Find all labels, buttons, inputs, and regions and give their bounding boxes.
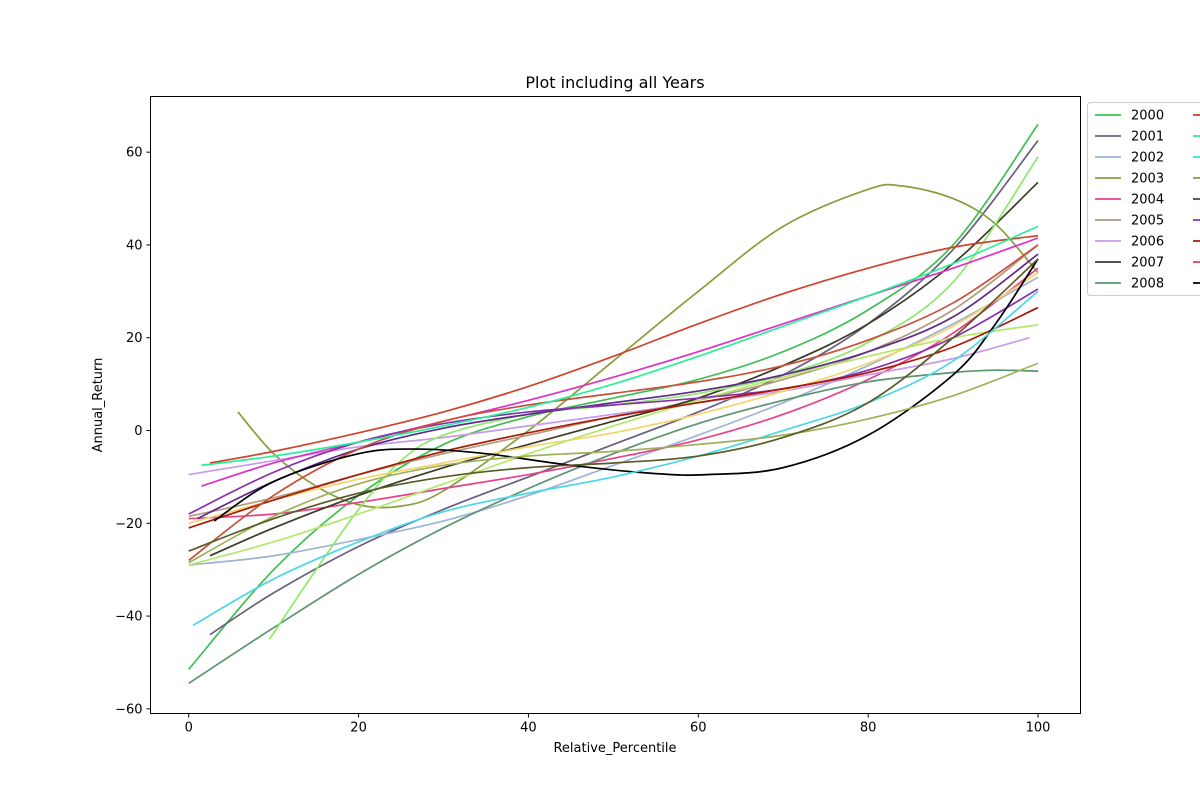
legend: 2000 2001 2002 2003 2004 2005 2006 2007 2008 xyxy=(1087,102,1200,296)
series-line-extra-17 xyxy=(213,258,1039,522)
x-tick-label: 80 xyxy=(860,721,877,736)
series-line-2003 xyxy=(237,183,1039,509)
x-tick-label: 0 xyxy=(185,721,193,736)
series-line-extra-13 xyxy=(201,237,1039,487)
y-axis: −60 −40 −20 0 20 40 60 xyxy=(115,146,151,717)
x-tick-label: 100 xyxy=(1026,721,1051,736)
legend-label: 2004 xyxy=(1131,193,1164,208)
series-line-extra-21 xyxy=(188,362,1039,564)
series-line-extra-12 xyxy=(196,253,1039,520)
y-axis-label: Annual_Return xyxy=(91,358,106,453)
series-line-extra-16 xyxy=(188,244,1039,562)
series-layer xyxy=(188,123,1039,685)
legend-label: 2001 xyxy=(1131,130,1164,145)
y-tick-label: 20 xyxy=(126,331,143,346)
series-line-extra-10 xyxy=(188,272,1039,525)
legend-label: 2000 xyxy=(1131,109,1164,124)
series-line-extra-22 xyxy=(188,258,1039,552)
legend-label: 2003 xyxy=(1131,172,1164,187)
series-line-2008 xyxy=(188,369,1039,685)
series-line-extra-11 xyxy=(188,323,1039,566)
x-axis: 0 20 40 60 80 100 xyxy=(185,713,1051,736)
series-line-extra-19 xyxy=(201,225,1039,467)
y-tick-label: −40 xyxy=(115,610,142,625)
x-axis-label: Relative_Percentile xyxy=(553,741,676,756)
series-line-extra-18 xyxy=(209,234,1039,464)
legend-label: 2008 xyxy=(1131,277,1164,292)
series-line-extra-15 xyxy=(188,306,1039,529)
y-tick-label: 40 xyxy=(126,238,143,253)
y-tick-label: 60 xyxy=(126,146,143,161)
legend-label: 2007 xyxy=(1131,256,1164,271)
legend-label: 2002 xyxy=(1131,151,1164,166)
y-tick-label: −20 xyxy=(115,517,142,532)
y-tick-label: −60 xyxy=(115,702,142,717)
chart-title: Plot including all Years xyxy=(525,73,704,92)
series-line-2007 xyxy=(209,181,1039,557)
series-line-extra-20 xyxy=(192,290,1039,627)
x-tick-label: 60 xyxy=(690,721,707,736)
legend-label: 2005 xyxy=(1131,214,1164,229)
plot-frame xyxy=(150,96,1081,714)
series-line-extra-14 xyxy=(188,288,1039,515)
x-tick-label: 20 xyxy=(350,721,367,736)
y-tick-label: 0 xyxy=(134,424,142,439)
x-tick-label: 40 xyxy=(520,721,537,736)
legend-box xyxy=(1087,102,1200,296)
series-line-2001 xyxy=(209,140,1039,636)
legend-label: 2006 xyxy=(1131,235,1164,250)
